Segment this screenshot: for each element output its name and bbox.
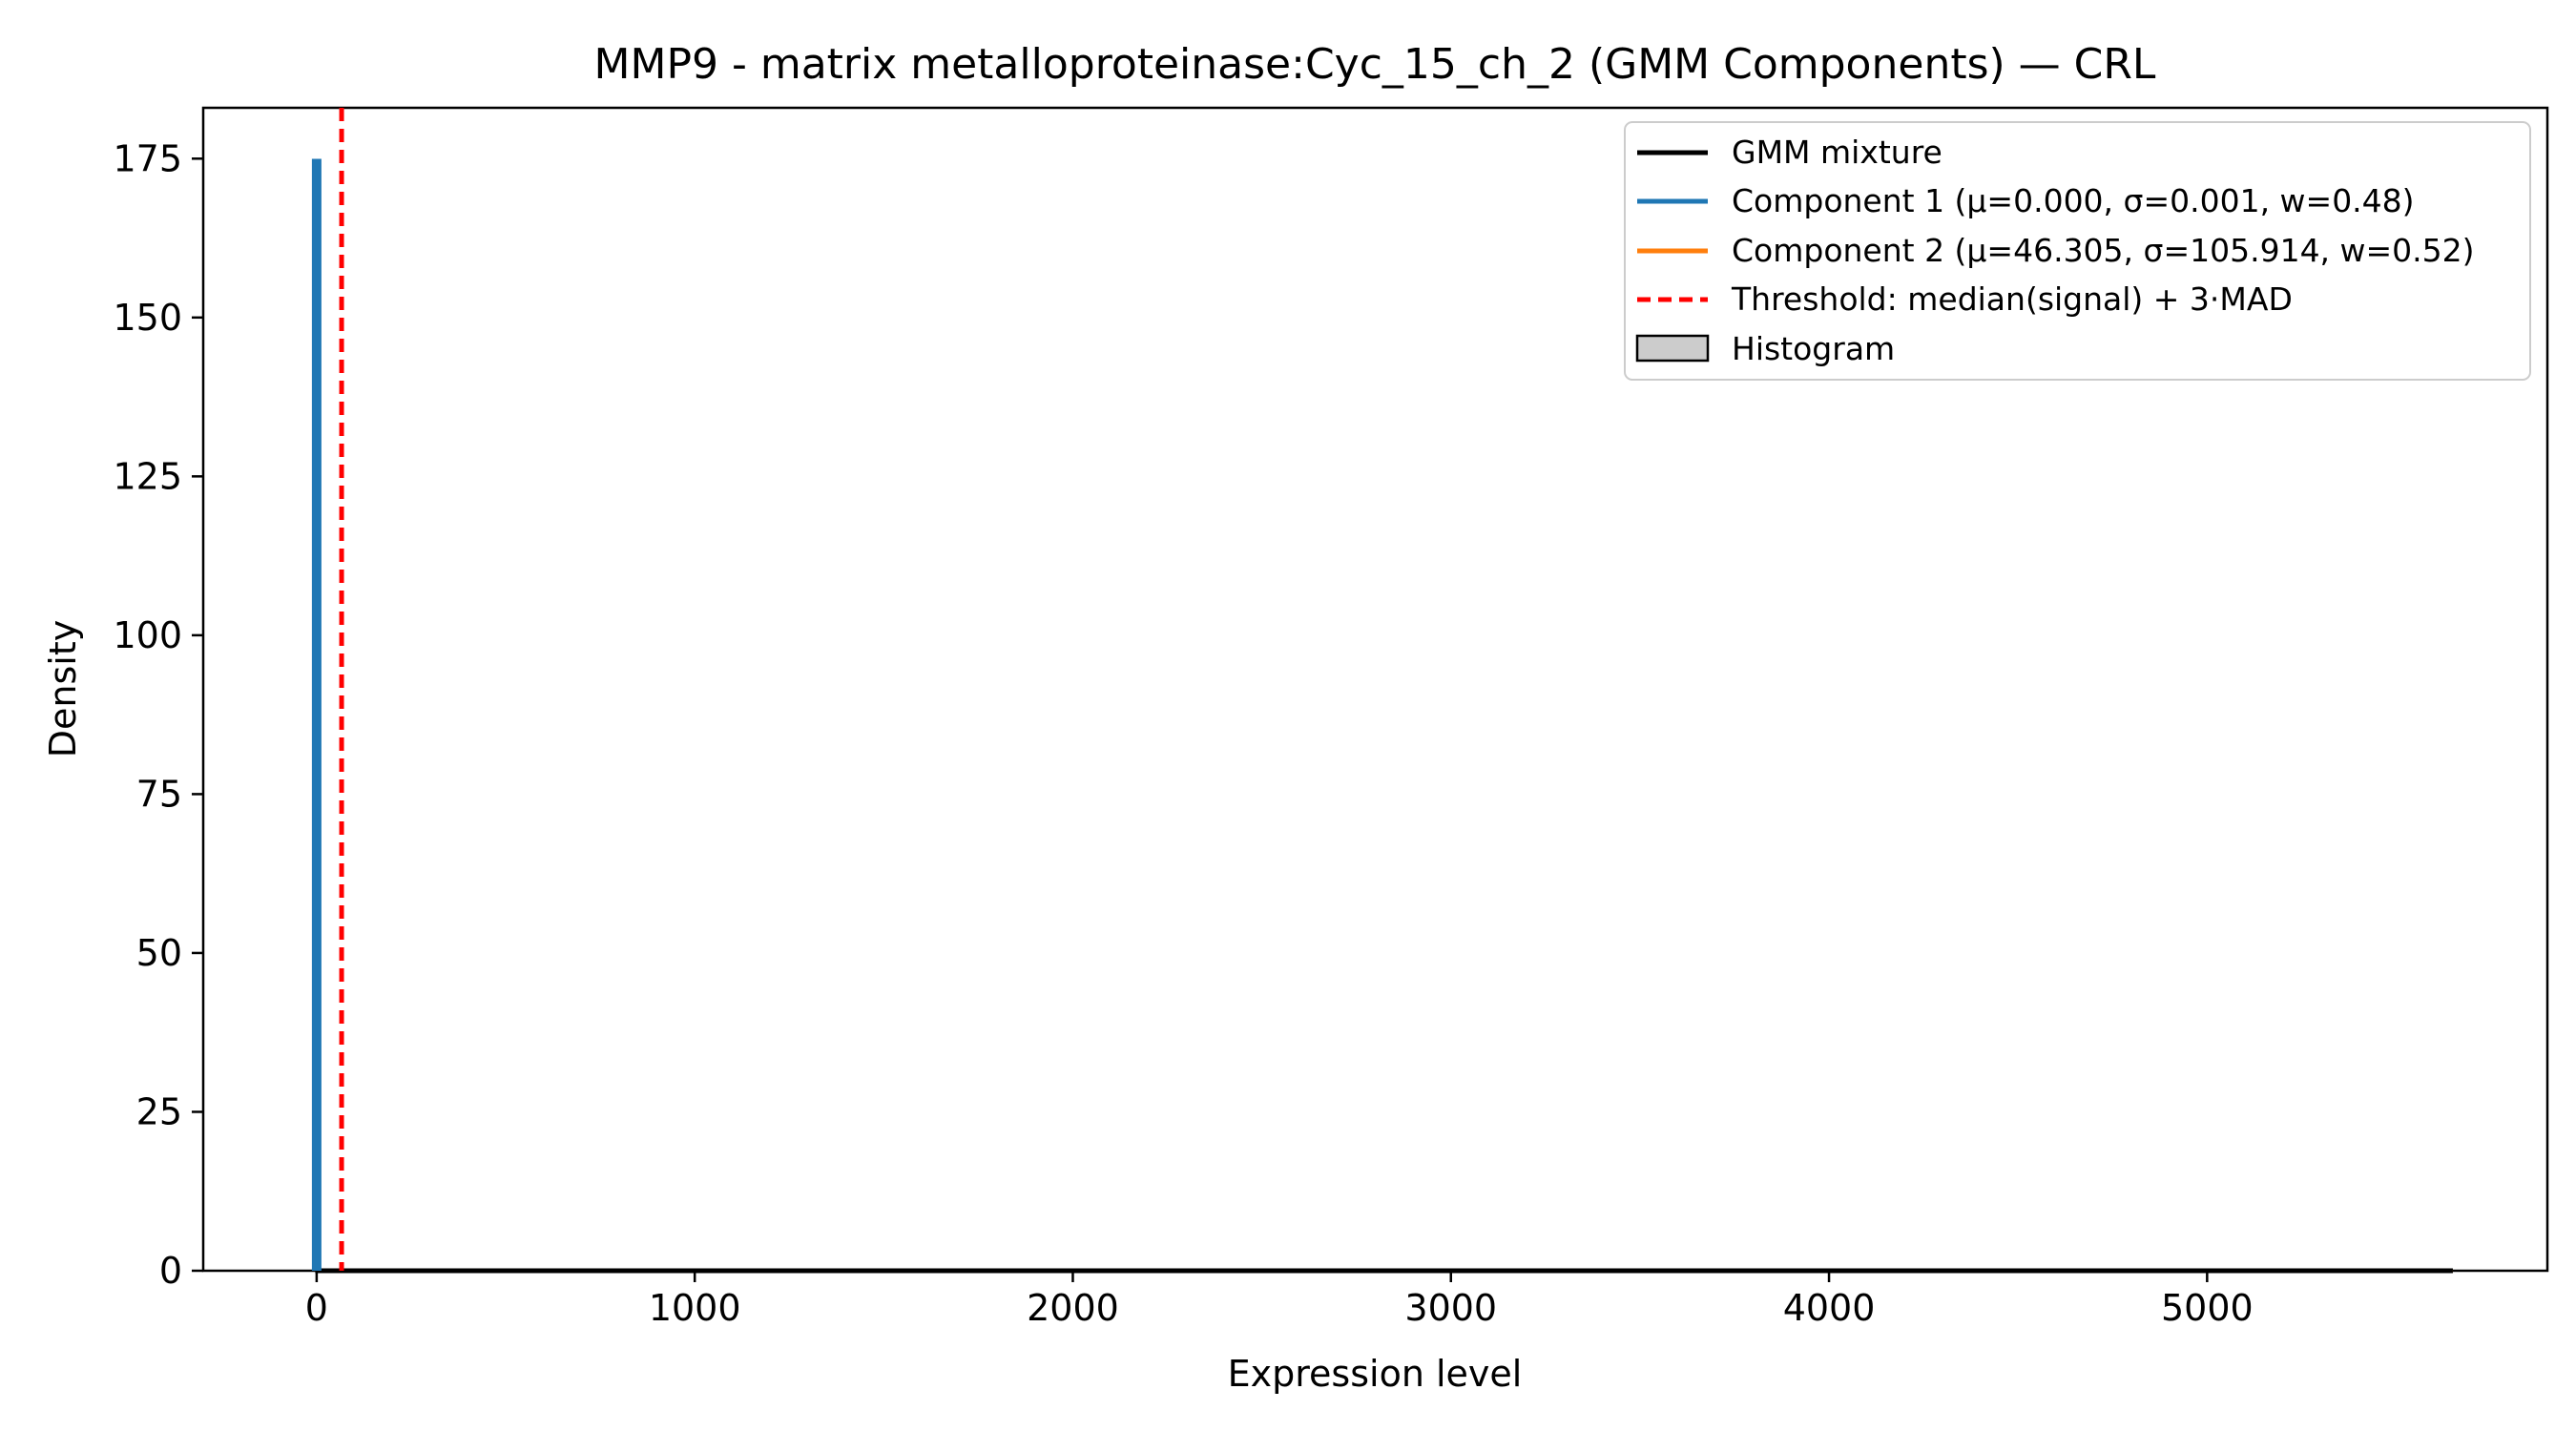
x-tick-label: 0 <box>305 1287 328 1329</box>
y-axis-label: Density <box>42 620 84 757</box>
x-axis-label: Expression level <box>1228 1353 1523 1395</box>
legend-handle-histogram <box>1635 334 1710 363</box>
y-tick-label: 50 <box>136 932 182 974</box>
plot-marks <box>311 108 2453 1274</box>
y-axis-ticks: 0 25 50 75 100 125 150 175 <box>113 137 203 1292</box>
legend-entry-histogram: Histogram <box>1732 330 1895 367</box>
legend-entry-gmm-mixture: GMM mixture <box>1732 134 1942 171</box>
x-tick-label: 1000 <box>649 1287 741 1329</box>
chart-title: MMP9 - matrix metalloproteinase:Cyc_15_c… <box>594 40 2156 89</box>
y-tick-label: 25 <box>136 1090 182 1132</box>
y-tick-label: 75 <box>136 773 182 815</box>
legend-entry-threshold: Threshold: median(signal) + 3·MAD <box>1731 280 2293 318</box>
x-tick-label: 4000 <box>1783 1287 1876 1329</box>
series-line-component-1 <box>311 158 322 1271</box>
y-tick-label: 150 <box>113 297 182 339</box>
x-tick-label: 2000 <box>1027 1287 1119 1329</box>
x-tick-label: 5000 <box>2161 1287 2254 1329</box>
legend: GMM mixture Component 1 (μ=0.000, σ=0.00… <box>1624 121 2531 381</box>
legend-box <box>1624 121 2531 381</box>
y-tick-label: 125 <box>113 455 182 497</box>
x-axis-ticks: 0 1000 2000 3000 4000 5000 <box>305 1271 2254 1329</box>
y-tick-label: 100 <box>113 614 182 656</box>
y-tick-label: 175 <box>113 137 182 179</box>
x-tick-label: 3000 <box>1404 1287 1497 1329</box>
y-tick-label: 0 <box>159 1250 182 1292</box>
legend-entry-component-1: Component 1 (μ=0.000, σ=0.001, w=0.48) <box>1732 182 2415 219</box>
legend-entry-component-2: Component 2 (μ=46.305, σ=105.914, w=0.52… <box>1732 232 2475 269</box>
